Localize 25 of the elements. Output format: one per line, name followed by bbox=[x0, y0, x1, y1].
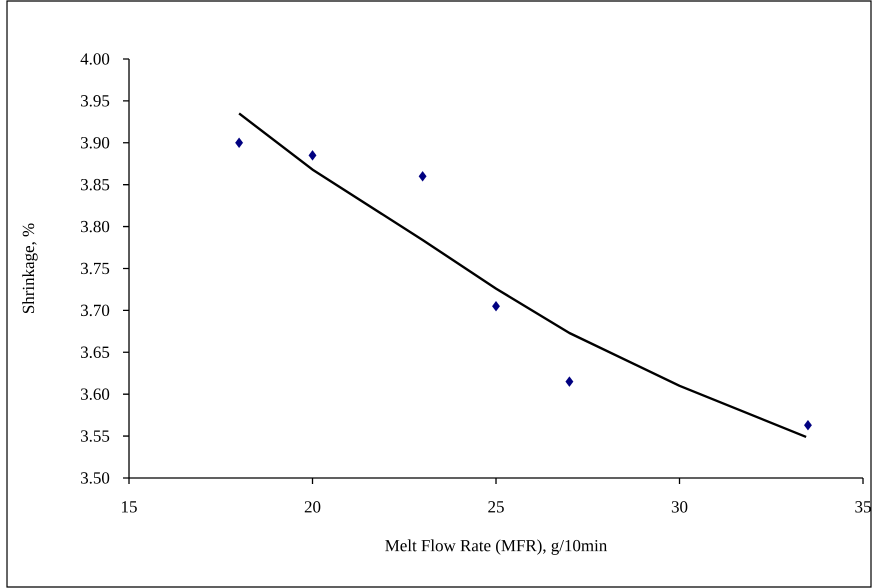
point bbox=[308, 150, 316, 161]
y-tick-label: 3.95 bbox=[81, 95, 110, 107]
point bbox=[565, 376, 574, 387]
y-tick-label: 3.60 bbox=[81, 388, 110, 400]
y-tick-label: 3.55 bbox=[81, 430, 110, 442]
y-tick-label: 3.50 bbox=[81, 472, 110, 484]
point bbox=[804, 420, 812, 430]
point bbox=[418, 171, 427, 182]
point bbox=[492, 301, 500, 312]
line-series bbox=[238, 112, 808, 438]
point bbox=[235, 138, 244, 148]
y-tick-label: 3.65 bbox=[81, 346, 110, 358]
x-tick-label: 35 bbox=[855, 501, 871, 513]
x-tick-label: 25 bbox=[488, 501, 504, 513]
y-tick-label: 3.80 bbox=[81, 220, 110, 232]
y-tick-label: 3.90 bbox=[81, 137, 110, 149]
y-axis-title: Shrinkage, % bbox=[22, 223, 38, 313]
x-tick-label: 15 bbox=[122, 501, 137, 513]
y-tick-label: 4.00 bbox=[80, 53, 110, 65]
x-tick-label: 30 bbox=[672, 501, 688, 513]
x-axis-title: Melt Flow Rate (MFR), g/10min bbox=[385, 539, 608, 555]
y-tick-label: 3.75 bbox=[81, 262, 110, 274]
y-tick-label: 3.70 bbox=[81, 304, 110, 316]
x-tick-label: 20 bbox=[304, 501, 320, 513]
y-tick-label: 3.85 bbox=[81, 178, 110, 190]
